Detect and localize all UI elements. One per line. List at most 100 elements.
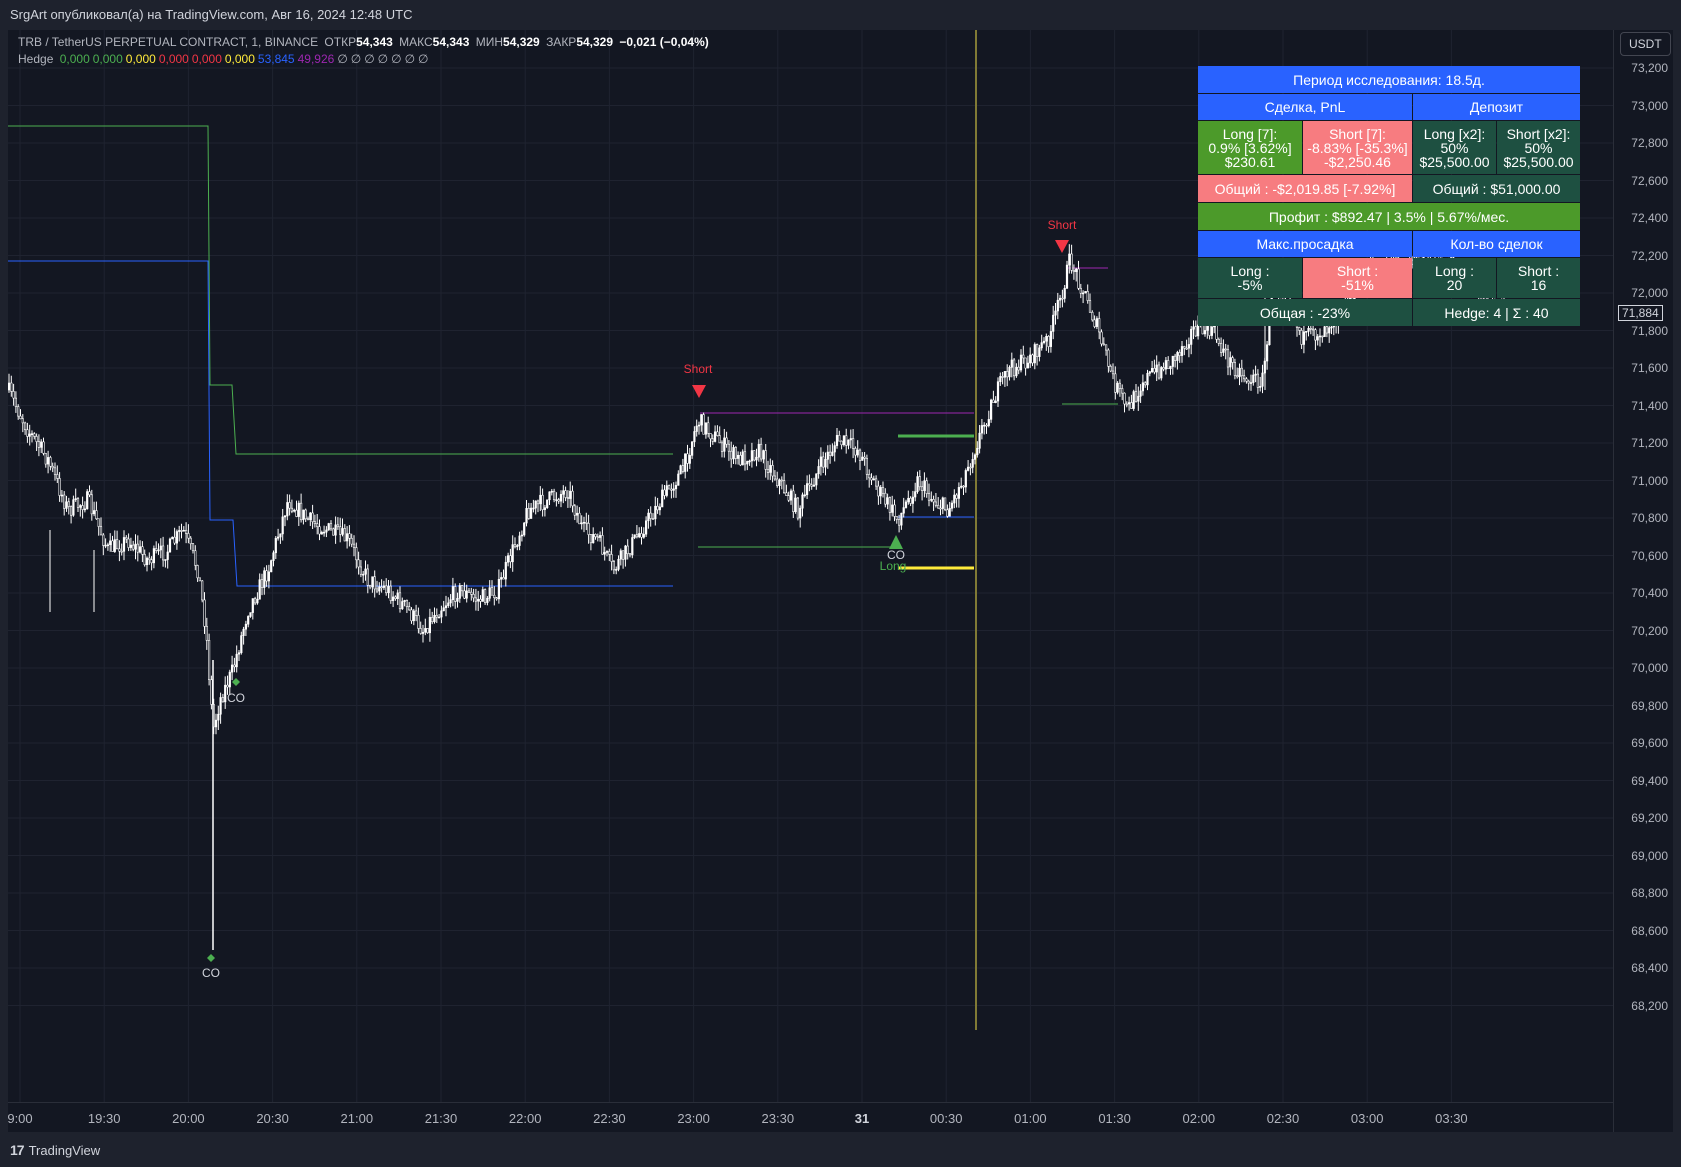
candle-body [394, 596, 397, 599]
candle-body [1059, 297, 1062, 301]
candle-body [1266, 344, 1269, 362]
time-tick-label: 23:30 [761, 1111, 795, 1126]
indicator-value: 0,000 [158, 52, 189, 66]
candle-body [709, 433, 712, 440]
indicator-name[interactable]: Hedge [18, 52, 54, 66]
candle-body [686, 453, 689, 464]
currency-button[interactable]: USDT [1620, 32, 1671, 56]
candle-body [923, 480, 926, 491]
candle-body [663, 489, 666, 496]
candle-body [306, 518, 310, 521]
candle-body [258, 579, 261, 600]
candle-body [79, 505, 82, 508]
price-axis[interactable]: USDT 73,200 73,000 72,800 72,600 72,400 72,20… [1613, 30, 1674, 1132]
candle-body [148, 557, 151, 561]
candle-body [1105, 344, 1108, 351]
symbol-legend-row[interactable]: TRB / TetherUS PERPETUAL CONTRACT, 1, BI… [18, 34, 712, 51]
candle-body [559, 494, 563, 502]
candle-body [955, 494, 958, 499]
price-tick-label: 69,000 [1631, 848, 1668, 863]
candle-body [134, 543, 137, 550]
candle-body [352, 543, 356, 548]
candle-body [766, 469, 770, 473]
candle-body [835, 435, 839, 446]
candle-body [1038, 347, 1041, 357]
time-axis[interactable]: 9:00 19:30 20:00 20:30 21:00 21:30 22:00 22:30 2… [7, 1102, 1613, 1133]
candle-body [95, 510, 98, 520]
time-tick-label: 00:30 [929, 1111, 963, 1126]
candle-body [969, 466, 972, 469]
candle-body [295, 509, 298, 517]
candle-body [578, 512, 581, 525]
marker-label-co-3: CO [887, 548, 905, 562]
candle-body [1210, 326, 1213, 336]
candle-body [946, 509, 949, 517]
candle-body [97, 518, 100, 527]
candle-body [1259, 385, 1262, 388]
candle-body [46, 457, 50, 465]
stats-long-deposit: Long [x2]: 50% $25,500.00 [1413, 121, 1496, 174]
candle-body [656, 505, 659, 511]
candle-body [334, 524, 337, 536]
candle-body [444, 605, 448, 609]
candle-body [1171, 355, 1174, 367]
candle-body [244, 623, 248, 630]
candle-body [755, 456, 758, 461]
candle-body [909, 497, 912, 504]
candle-body [635, 534, 638, 538]
candle-body [711, 438, 714, 442]
price-chart-svg[interactable] [8, 30, 1613, 1102]
candle-body [1194, 326, 1197, 337]
candle-body [764, 450, 767, 470]
candle-body [341, 528, 344, 535]
candle-body [210, 679, 213, 705]
candle-body [76, 498, 80, 508]
candle-body [235, 653, 238, 668]
tradingview-logo[interactable]: 17 TradingView [10, 1142, 100, 1158]
candle-body [748, 460, 751, 463]
candle-body [658, 506, 661, 511]
candle-body [479, 598, 482, 602]
candle-body [872, 478, 875, 481]
candle-body [368, 584, 372, 588]
open-value: 54,343 [356, 35, 393, 49]
candle-body [803, 494, 806, 497]
candle-body [345, 533, 349, 542]
candle-body [989, 399, 993, 420]
candle-body [375, 588, 379, 592]
price-plot[interactable]: TRB / TetherUS PERPETUAL CONTRACT, 1, BI… [8, 30, 1613, 1102]
price-tick-label: 70,200 [1631, 623, 1668, 638]
candle-body [532, 507, 535, 510]
candle-body [21, 418, 24, 424]
candle-body [621, 550, 625, 560]
candle-body [587, 523, 590, 535]
candle-body [1309, 327, 1312, 330]
candle-body [116, 539, 119, 550]
time-tick-label: 31 [854, 1111, 870, 1126]
symbol-name[interactable]: TRB / TetherUS PERPETUAL CONTRACT, 1, BI… [18, 35, 319, 49]
candle-body [897, 519, 901, 526]
candle-body [697, 424, 701, 427]
stats-total-deposit: Общий : $51,000.00 [1413, 175, 1580, 202]
candle-body [1075, 268, 1078, 273]
chart-container[interactable]: TRB / TetherUS PERPETUAL CONTRACT, 1, BI… [7, 30, 1674, 1133]
candle-body [808, 483, 811, 486]
candle-body [403, 600, 406, 602]
candle-body [994, 400, 997, 403]
candle-body [1307, 327, 1310, 332]
indicator-legend-row[interactable]: Hedge 0,000 0,000 0,000 0,000 0,000 0,000 53,8… [18, 51, 712, 68]
candle-body [1114, 373, 1117, 393]
candle-body [914, 491, 917, 498]
candle-body [1249, 382, 1253, 384]
candle-body [329, 523, 333, 530]
candle-body [122, 537, 126, 552]
candle-body [297, 502, 300, 517]
candle-body [1139, 390, 1142, 397]
candle-body [1015, 366, 1018, 377]
candle-body [51, 465, 54, 469]
candle-body [1006, 371, 1009, 378]
candle-body [325, 529, 328, 533]
time-tick-label: 21:30 [424, 1111, 458, 1126]
candles [8, 239, 1508, 950]
candle-body [681, 465, 684, 472]
